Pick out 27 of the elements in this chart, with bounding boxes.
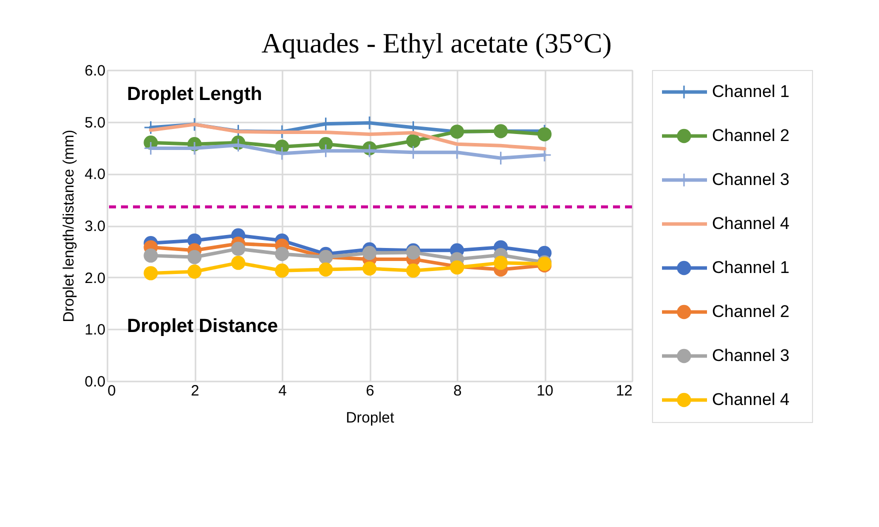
x-tick-label: 0 xyxy=(108,382,116,400)
legend-label: Channel 4 xyxy=(712,214,790,233)
legend-label: Channel 4 xyxy=(712,390,790,409)
x-tick-label: 4 xyxy=(278,382,287,400)
legend-label: Channel 3 xyxy=(712,170,790,189)
y-tick-label: 3.0 xyxy=(84,218,106,235)
legend-label: Channel 2 xyxy=(712,126,790,145)
chart-title: Aquades - Ethyl acetate (35°C) xyxy=(261,28,612,60)
legend-label: Channel 1 xyxy=(712,258,790,277)
x-tick-label: 8 xyxy=(453,382,462,400)
legend-label: Channel 1 xyxy=(712,82,790,101)
y-tick-label: 2.0 xyxy=(84,270,106,287)
legend-label: Channel 3 xyxy=(712,346,790,365)
y-tick-label: 0.0 xyxy=(84,374,106,390)
annotation: Droplet Length xyxy=(127,84,262,105)
y-tick-label: 4.0 xyxy=(84,166,106,184)
x-tick-label: 10 xyxy=(536,382,554,400)
y-axis-title: Droplet length/distance (mm) xyxy=(60,130,78,322)
y-tick-label: 6.0 xyxy=(84,62,106,80)
x-tick-label: 2 xyxy=(190,382,200,400)
legend-label: Channel 2 xyxy=(712,302,790,321)
x-axis-title: Droplet xyxy=(346,410,396,426)
x-tick-label: 6 xyxy=(366,382,374,400)
y-tick-label: 5.0 xyxy=(84,114,106,132)
x-tick-label: 12 xyxy=(616,382,632,400)
y-tick-label: 1.0 xyxy=(84,322,106,339)
annotation: Droplet Distance xyxy=(127,316,278,337)
